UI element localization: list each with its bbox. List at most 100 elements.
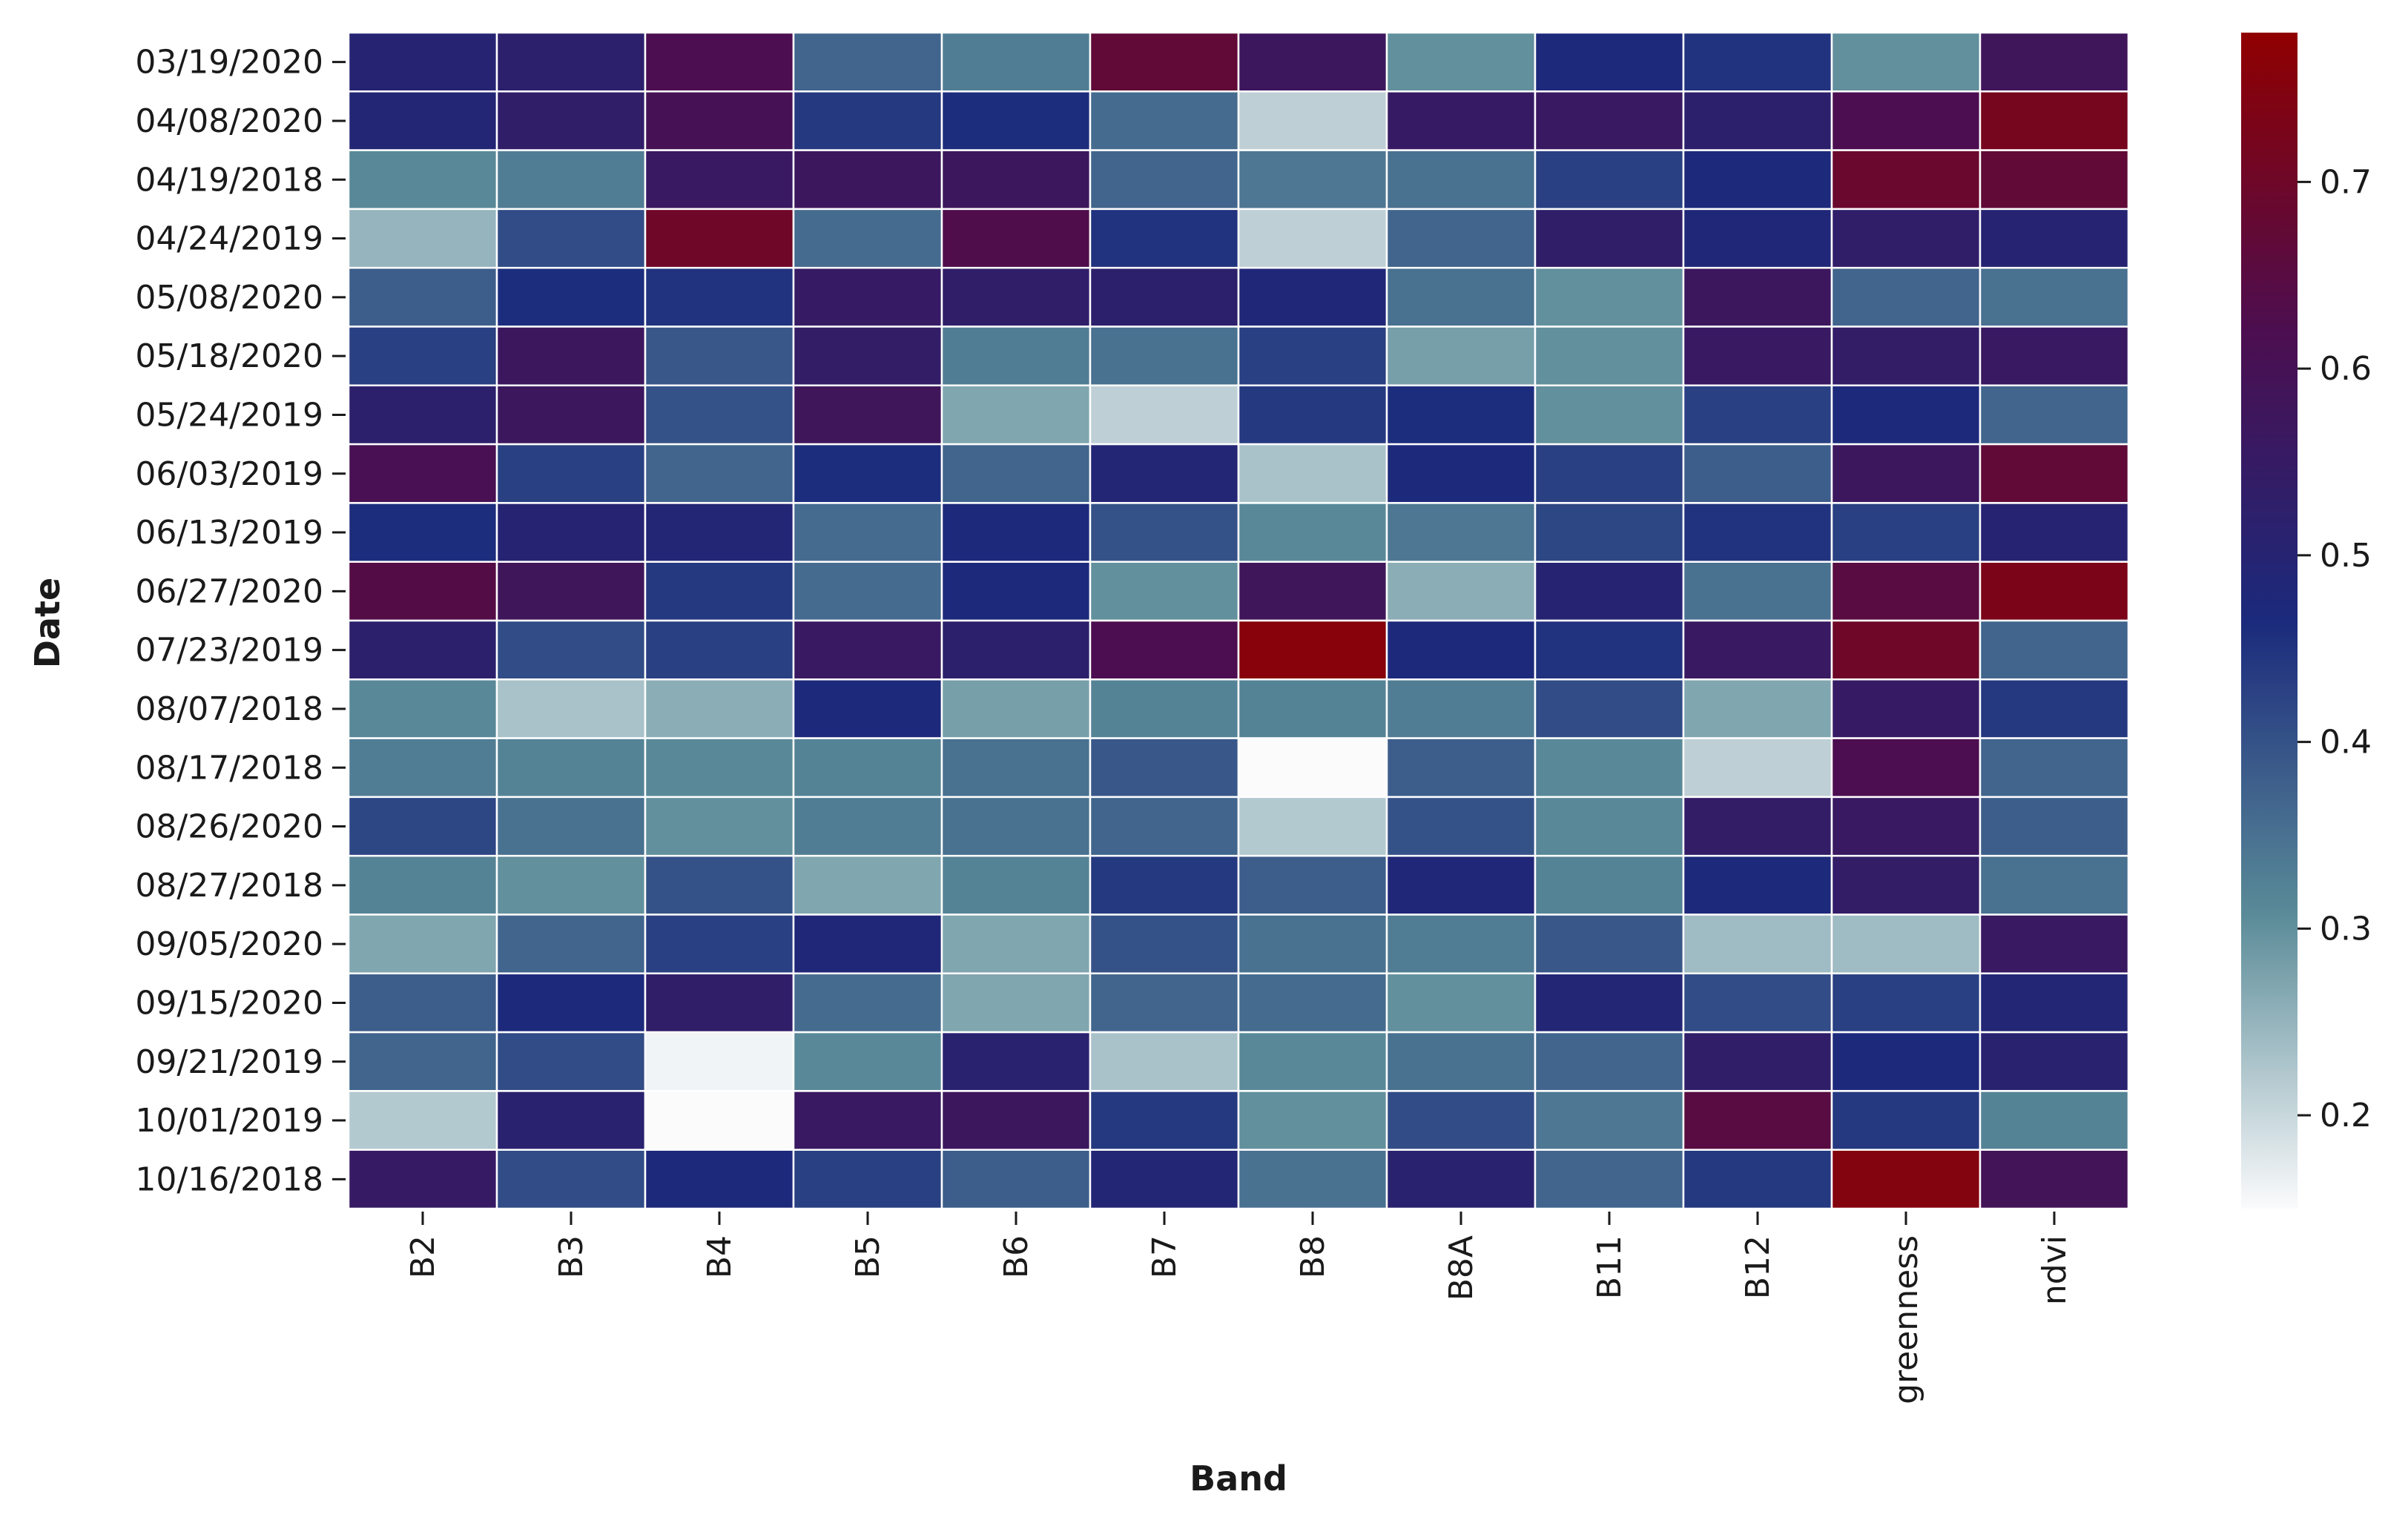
heatmap-cell [644,796,795,857]
y-tick-label: 05/18/2020 [135,337,323,375]
heatmap-cell [347,561,498,622]
x-tick-label: B8 [1294,1235,1332,1278]
heatmap-cell [644,502,795,563]
x-tick-label: B4 [701,1235,739,1278]
heatmap-cell [347,619,498,681]
heatmap-cell [1385,90,1537,151]
heatmap-cell [1682,678,1833,739]
heatmap-cell [792,384,943,446]
heatmap-cell [940,561,1092,622]
heatmap-cell [644,678,795,739]
heatmap-cell [940,854,1092,916]
heatmap-cell [1534,90,1685,151]
heatmap-cell [1830,31,1982,93]
colorbar: 0.2 0.3 0.4 0.5 0.6 0.7 [2241,33,2372,1209]
heatmap-cell [1682,796,1833,857]
heatmap-cell [1534,1031,1685,1092]
heatmap-cell [1385,502,1537,563]
heatmap-cell [792,266,943,328]
heatmap-cell [1089,972,1240,1034]
heatmap-cell [644,914,795,975]
heatmap-cell [347,149,498,211]
x-tick-label: B12 [1739,1235,1777,1299]
y-tick-label: 10/01/2019 [135,1102,323,1140]
y-tick-label: 09/05/2020 [135,925,323,963]
heatmap-cell [347,737,498,799]
x-tick-label: B5 [849,1235,887,1278]
heatmap-cell [347,972,498,1034]
x-tick-label: B8A [1442,1235,1480,1301]
heatmap-cell [644,619,795,681]
heatmap-cell [1682,208,1833,269]
heatmap-cell [1682,854,1833,916]
heatmap-cell [1682,914,1833,975]
x-tick-label: B7 [1146,1235,1184,1278]
x-tick-label: B3 [552,1235,590,1278]
heatmap-cell [1534,561,1685,622]
heatmap-cell [1830,208,1982,269]
heatmap-cell [1830,678,1982,739]
heatmap-cell [1385,1090,1537,1151]
heatmap-cell [1385,678,1537,739]
heatmap-cell [1237,561,1388,622]
heatmap-cell [940,914,1092,975]
heatmap-cell [1979,326,2130,387]
heatmap-cell [1534,326,1685,387]
heatmap-cell [1385,208,1537,269]
heatmap-cell [792,796,943,857]
heatmap-cell [792,443,943,504]
heatmap-cell [1979,796,2130,857]
y-tick-label: 04/24/2019 [135,220,323,258]
heatmap-cell [1237,502,1388,563]
heatmap-cell [1089,796,1240,857]
heatmap-cell [1534,1090,1685,1151]
y-tick-label: 04/08/2020 [135,102,323,140]
heatmap-cell [1385,796,1537,857]
heatmap-cell [347,678,498,739]
heatmap-cell [1534,31,1685,93]
colorbar-tick-label: 0.5 [2320,537,2372,575]
heatmap-cell [495,1090,647,1151]
heatmap-cell [1682,619,1833,681]
heatmap-cell [1682,737,1833,799]
heatmap-cell [1089,1149,1240,1210]
heatmap-cell [1237,678,1388,739]
heatmap-cell [792,1031,943,1092]
heatmap-cell [1682,1031,1833,1092]
heatmap-cell [1830,854,1982,916]
heatmap-cell [1979,1149,2130,1210]
heatmap-cell [1089,149,1240,211]
heatmap-cell [1089,1090,1240,1151]
heatmap-cell [1682,1149,1833,1210]
heatmap-cell [1385,1149,1537,1210]
heatmap-cell [1682,972,1833,1034]
heatmap-cell [1089,326,1240,387]
heatmap-cell [1237,208,1388,269]
heatmap-cell [1534,619,1685,681]
heatmap-cell [1089,208,1240,269]
heatmap-cell [1534,854,1685,916]
heatmap-cell [644,31,795,93]
heatmap-cell [1682,384,1833,446]
heatmap-cell [792,737,943,799]
heatmap-cell [1979,914,2130,975]
heatmap-cell [1237,1090,1388,1151]
heatmap-cell [940,972,1092,1034]
y-tick-label: 09/21/2019 [135,1043,323,1081]
y-axis: 03/19/2020 04/08/2020 04/19/2018 04/24/2019… [135,44,346,1198]
heatmap-cell [495,502,647,563]
heatmap-cell [1682,502,1833,563]
heatmap-cell [940,796,1092,857]
y-axis-label: Date [27,578,67,668]
heatmap-cell [1534,443,1685,504]
x-tick-label: greenness [1887,1235,1925,1404]
heatmap-cell [792,914,943,975]
heatmap-cell [1385,384,1537,446]
heatmap-cell [940,326,1092,387]
heatmap-cell [1682,31,1833,93]
heatmap-cell [1830,972,1982,1034]
heatmap-cell [1385,31,1537,93]
heatmap-cell [1979,678,2130,739]
heatmap-cell [1237,443,1388,504]
heatmap-cell [1830,619,1982,681]
